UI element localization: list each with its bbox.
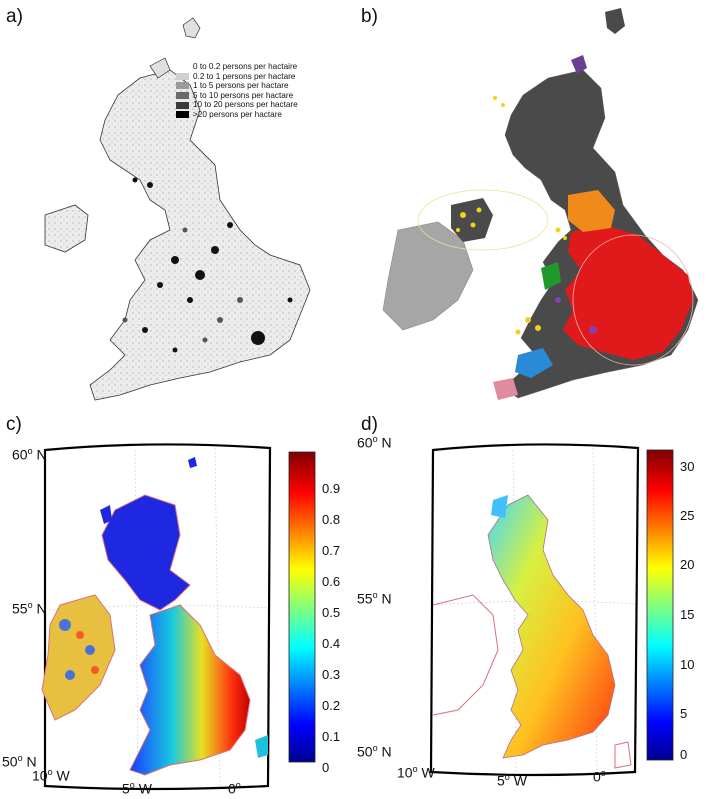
legend-row: >20 persons per hactare	[176, 110, 298, 120]
legend-swatch	[176, 111, 189, 119]
lon-label-c: 0o	[228, 780, 241, 797]
lat-label-c: 60o N	[12, 446, 47, 463]
legend-swatch	[176, 101, 189, 109]
legend-swatch	[176, 72, 189, 80]
lat-label-d: 60o N	[357, 434, 392, 451]
scotland-c	[101, 494, 191, 611]
panel-d-letter: d)	[361, 414, 378, 435]
colorbar-tick: 0.9	[322, 481, 341, 496]
colorbar-tick: 5	[680, 706, 688, 721]
colorbar-c	[288, 451, 316, 763]
probability-map	[41, 443, 316, 791]
lon-label-d: 0o	[593, 768, 606, 785]
panel-b-letter: b)	[361, 6, 378, 27]
legend-row: 5 to 10 persons per hactare	[176, 91, 298, 101]
temperature-map	[429, 443, 674, 777]
colorbar-tick: 10	[680, 657, 695, 672]
colorbar-tick: 0.5	[322, 605, 341, 620]
colorbar-tick: 20	[680, 557, 695, 572]
lat-label-d: 50o N	[357, 743, 392, 760]
england-wales-c	[129, 604, 251, 776]
colorbar-tick: 0.3	[322, 667, 341, 682]
legend-row: 0.2 to 1 persons per hactare	[176, 72, 298, 82]
lat-label-d: 55o N	[357, 590, 392, 607]
colorbar-tick: 0	[680, 747, 688, 762]
lon-label-d: 10o W	[397, 764, 435, 781]
colorbar-tick: 0.8	[322, 512, 341, 527]
population-density-map	[44, 17, 311, 401]
lat-label-c: 55o N	[12, 600, 47, 617]
colorbar-tick: 15	[680, 607, 695, 622]
gb-landmass-d	[487, 494, 616, 759]
england-region	[563, 225, 693, 360]
region-map	[382, 8, 699, 400]
ireland-landmass-b	[382, 221, 474, 331]
colorbar-tick: 0.6	[322, 574, 341, 589]
colorbar-tick: 0.2	[322, 698, 341, 713]
panel-a: a)	[0, 0, 353, 410]
density-legend: 0 to 0.2 persons per hactaire 0.2 to 1 p…	[176, 62, 298, 120]
ireland-outline-d	[432, 594, 499, 716]
northern-ireland-a	[44, 204, 89, 253]
colorbar-tick: 0.4	[322, 636, 341, 651]
lon-label-c: 10o W	[32, 767, 70, 784]
panel-c: c)	[0, 410, 353, 799]
lat-label-c: 50o N	[2, 753, 37, 770]
gb-landmass-a	[89, 69, 311, 401]
legend-swatch	[176, 63, 189, 71]
lon-label-d: 5o W	[497, 772, 527, 789]
panel-c-letter: c)	[6, 414, 22, 435]
colorbar-tick: 0.7	[322, 543, 341, 558]
panel-a-letter: a)	[6, 6, 23, 27]
legend-row: 10 to 20 persons per hactare	[176, 100, 298, 110]
lon-label-c: 5o W	[122, 780, 152, 797]
colorbar-d	[646, 449, 674, 761]
legend-row: 0 to 0.2 persons per hactaire	[176, 62, 298, 72]
panel-d: d)	[353, 410, 707, 799]
northern-ireland-b	[451, 198, 493, 242]
colorbar-tick: 0	[322, 760, 330, 775]
panel-b: b)	[353, 0, 707, 410]
colorbar-tick: 30	[680, 459, 695, 474]
colorbar-tick: 0.1	[322, 729, 341, 744]
legend-swatch	[176, 92, 189, 100]
legend-swatch	[176, 82, 189, 90]
colorbar-tick: 25	[680, 508, 695, 523]
legend-row: 1 to 5 persons per hactare	[176, 81, 298, 91]
